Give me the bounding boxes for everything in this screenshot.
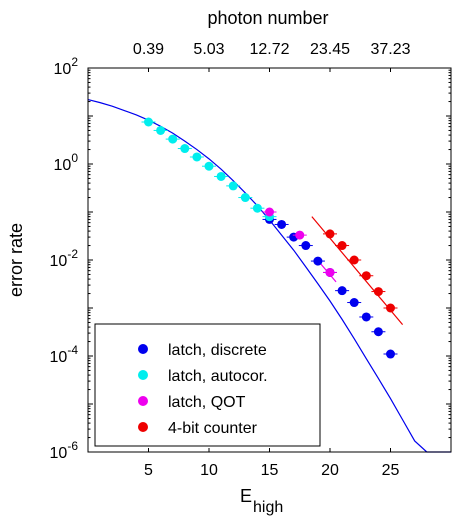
top-axis-label: photon number	[207, 8, 328, 28]
data-point	[325, 229, 335, 239]
svg-text:high: high	[253, 499, 283, 516]
data-point	[361, 271, 371, 281]
top-tick-labels: 0.39 5.03 12.72 23.45 37.23	[133, 41, 411, 58]
y-tick-label: 10-6	[50, 439, 79, 462]
legend-label: latch, autocor.	[168, 368, 268, 385]
legend-label: latch, QOT	[168, 394, 246, 411]
data-point	[144, 117, 153, 127]
y-tick-label: 10-4	[50, 343, 79, 366]
legend-label: 4-bit counter	[168, 420, 258, 437]
data-point	[192, 152, 202, 162]
x-tick-label: 25	[382, 462, 400, 479]
x-tick-label: 10	[200, 462, 218, 479]
top-tick-label: 23.45	[310, 41, 350, 58]
data-point	[361, 312, 371, 322]
top-tick-label: 5.03	[193, 41, 224, 58]
data-point	[295, 230, 305, 240]
data-point	[204, 161, 214, 171]
x-axis-label: E high	[240, 486, 283, 516]
data-point	[277, 219, 287, 229]
data-point	[313, 256, 323, 266]
x-tick-label: 15	[261, 462, 279, 479]
legend-marker	[138, 370, 148, 380]
legend-box	[94, 323, 321, 447]
data-point	[373, 327, 383, 337]
data-point	[252, 203, 262, 213]
top-tick-label: 12.72	[249, 41, 289, 58]
data-point	[349, 298, 359, 308]
y-axis-label: error rate	[6, 223, 26, 297]
top-tick-label: 0.39	[133, 41, 164, 58]
x-axis-ticks: 5 10 15 20 25	[144, 68, 400, 479]
data-point	[349, 255, 359, 265]
y-tick-label: 10-2	[50, 247, 79, 270]
legend-marker	[138, 422, 148, 432]
x-tick-label: 5	[144, 462, 153, 479]
data-point	[373, 287, 383, 297]
data-point	[180, 144, 190, 154]
data-point	[228, 181, 238, 191]
data-point	[301, 241, 311, 251]
y-tick-label: 102	[54, 55, 79, 78]
data-point	[386, 349, 395, 359]
legend-marker	[138, 344, 148, 354]
svg-text:E: E	[240, 486, 252, 506]
y-tick-label: 100	[54, 151, 79, 174]
data-point	[325, 267, 335, 277]
data-point	[168, 134, 178, 144]
data-point	[386, 303, 395, 313]
legend-marker	[138, 396, 148, 406]
data-point	[337, 286, 347, 296]
y-axis-ticks: 10-6 10-4 10-2 100 102	[50, 55, 451, 462]
top-tick-label: 37.23	[370, 41, 410, 58]
data-points	[141, 117, 398, 359]
data-point	[265, 207, 274, 217]
legend: latch, discrete latch, autocor. latch, QOT…	[94, 323, 321, 447]
x-tick-label: 20	[321, 462, 339, 479]
legend-label: latch, discrete	[168, 342, 267, 359]
data-point	[156, 125, 166, 135]
data-point	[216, 171, 226, 181]
data-point	[240, 193, 250, 203]
data-point	[337, 241, 347, 251]
